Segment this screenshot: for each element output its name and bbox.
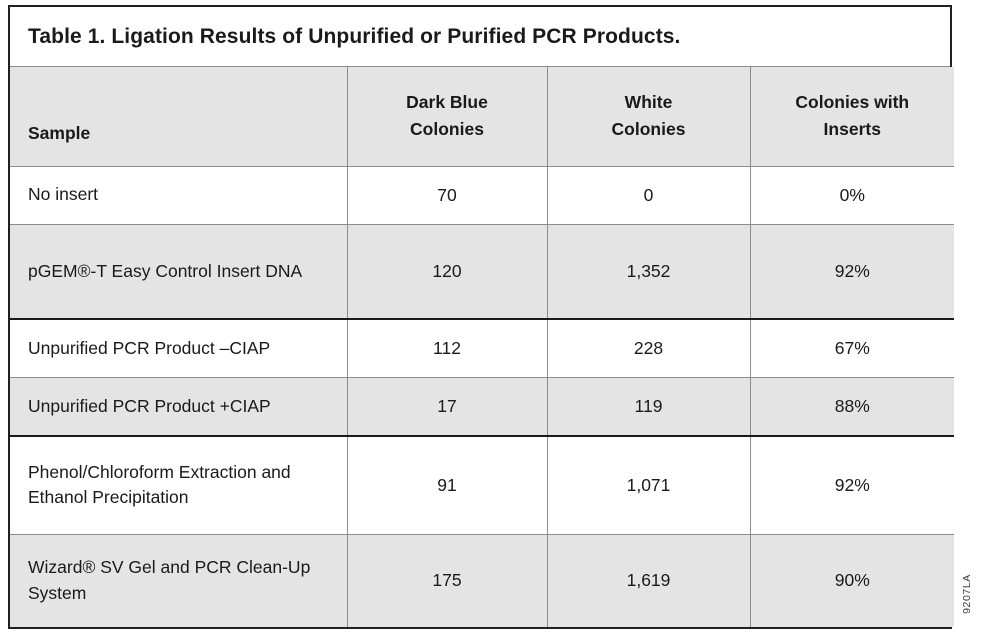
- colonies-with-inserts-cell: 92%: [749, 223, 954, 319]
- table-row: Phenol/Chloroform Extraction and Ethanol…: [10, 435, 954, 534]
- column-header-dark-blue-colonies: Dark Blue Colonies: [346, 67, 547, 166]
- colonies-with-inserts-cell: 88%: [749, 376, 954, 436]
- dark-blue-colonies-cell: 17: [346, 376, 547, 436]
- white-colonies-cell: 1,619: [546, 533, 750, 627]
- dark-blue-colonies-cell: 120: [346, 223, 547, 319]
- table-title: Table 1. Ligation Results of Unpurified …: [10, 7, 950, 67]
- column-header-sample: Sample: [28, 123, 91, 144]
- table-row: pGEM®-T Easy Control Insert DNA 120 1,35…: [10, 223, 954, 319]
- ligation-results-table: Sample Dark Blue Colonies White Colonies…: [10, 67, 954, 627]
- dark-blue-colonies-cell: 112: [346, 318, 547, 377]
- white-colonies-cell: 1,071: [546, 435, 750, 534]
- table-row: No insert 70 0 0%: [10, 165, 954, 224]
- table-row: Unpurified PCR Product –CIAP 112 228 67%: [10, 318, 954, 377]
- sample-cell: No insert: [10, 165, 347, 224]
- dark-blue-colonies-cell: 91: [346, 435, 547, 534]
- column-header-colonies-with-inserts: Colonies with Inserts: [749, 67, 954, 166]
- colonies-with-inserts-cell: 0%: [749, 165, 954, 224]
- sample-cell: Wizard® SV Gel and PCR Clean-Up System: [10, 533, 347, 627]
- sample-cell: Unpurified PCR Product +CIAP: [10, 376, 347, 436]
- white-colonies-cell: 1,352: [546, 223, 750, 319]
- dark-blue-colonies-cell: 175: [346, 533, 547, 627]
- colonies-with-inserts-cell: 92%: [749, 435, 954, 534]
- white-colonies-cell: 228: [546, 318, 750, 377]
- white-colonies-cell: 119: [546, 376, 750, 436]
- table-figure: Table 1. Ligation Results of Unpurified …: [8, 5, 954, 629]
- dark-blue-colonies-cell: 70: [346, 165, 547, 224]
- table-header-row: Sample Dark Blue Colonies White Colonies…: [10, 67, 954, 166]
- table-row: Unpurified PCR Product +CIAP 17 119 88%: [10, 376, 954, 436]
- white-colonies-cell: 0: [546, 165, 750, 224]
- table-row: Wizard® SV Gel and PCR Clean-Up System 1…: [10, 533, 954, 627]
- sample-cell: pGEM®-T Easy Control Insert DNA: [10, 223, 347, 319]
- colonies-with-inserts-cell: 90%: [749, 533, 954, 627]
- sample-cell: Phenol/Chloroform Extraction and Ethanol…: [10, 435, 347, 534]
- sample-cell: Unpurified PCR Product –CIAP: [10, 318, 347, 377]
- figure-id-vertical-label: 9207LA: [961, 574, 973, 614]
- column-header-white-colonies: White Colonies: [546, 67, 750, 166]
- colonies-with-inserts-cell: 67%: [749, 318, 954, 377]
